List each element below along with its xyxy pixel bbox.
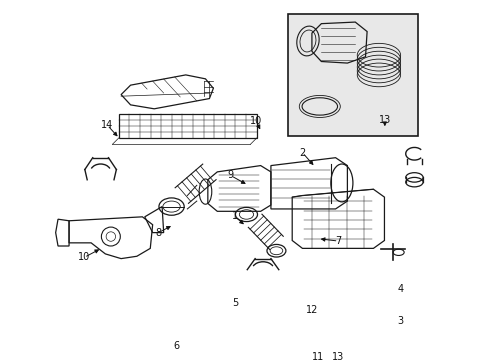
Text: 14: 14 [101,120,113,130]
Text: 10: 10 [78,252,90,262]
Text: 8: 8 [155,228,161,238]
Bar [287,14,418,136]
Text: 9: 9 [227,171,233,180]
Text: 5: 5 [232,298,238,307]
Text: 13: 13 [378,115,390,125]
Text: 13: 13 [332,352,344,360]
Text: 6: 6 [173,341,179,351]
Text: 12: 12 [305,305,318,315]
Text: 10: 10 [249,116,262,126]
Text: 7: 7 [335,236,341,246]
Text: 2: 2 [299,148,305,158]
Bar [119,114,256,138]
Text: 4: 4 [396,284,403,294]
Text: 3: 3 [396,316,403,326]
Text: 1: 1 [232,211,238,221]
Text: 11: 11 [311,352,323,360]
